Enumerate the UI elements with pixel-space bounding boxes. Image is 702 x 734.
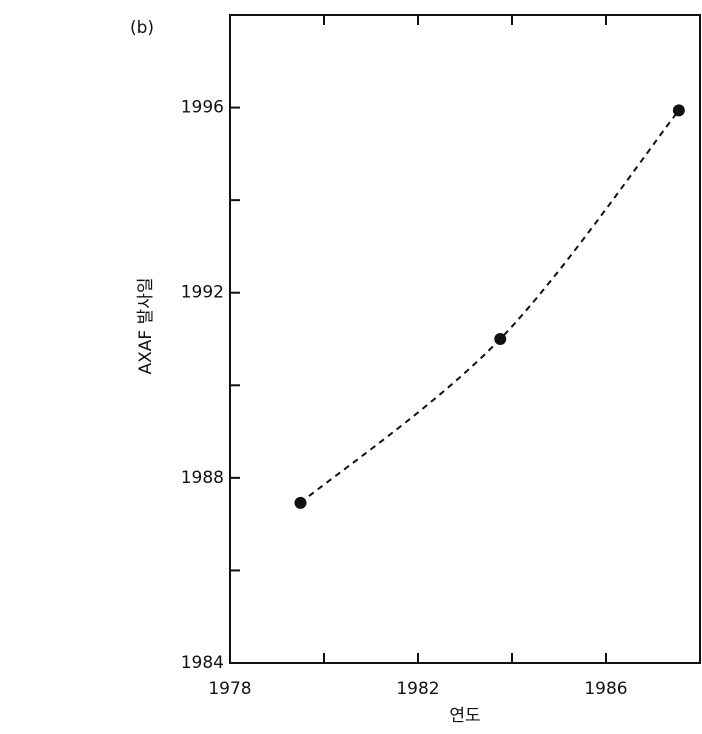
data-line xyxy=(299,109,680,504)
y-tick-label: 1992 xyxy=(181,283,224,303)
panel-label: (b) xyxy=(130,18,154,38)
y-tick-label: 1996 xyxy=(181,98,224,118)
plot-frame xyxy=(229,14,701,664)
x-axis-label: 연도 xyxy=(449,706,480,726)
data-point xyxy=(494,333,507,345)
x-tick-label: 1978 xyxy=(208,679,251,699)
data-point xyxy=(294,496,307,509)
y-tick-label: 1988 xyxy=(181,468,224,488)
x-tick-label: 1986 xyxy=(584,679,627,699)
x-tick-label: 1982 xyxy=(396,679,439,699)
data-point xyxy=(672,104,685,117)
y-axis-label: AXAF 발사일 xyxy=(136,277,156,374)
y-tick-label: 1984 xyxy=(181,653,224,673)
